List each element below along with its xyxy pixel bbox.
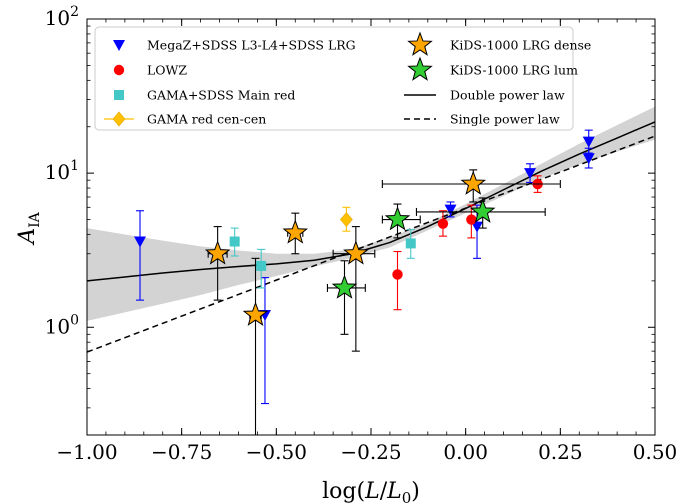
- kids-1000-lrg-dense-point: [460, 170, 487, 195]
- legend-label: Double power law: [450, 88, 565, 103]
- legend-item-single-power-law: Single power law: [404, 112, 560, 127]
- legend-label: KiDS-1000 LRG dense: [450, 38, 591, 53]
- x-tick-label: −0.50: [246, 440, 307, 464]
- legend-label: GAMA red cen-cen: [147, 112, 266, 127]
- x-axis-label: log(L/L0): [322, 479, 420, 504]
- x-tick-label: 0.50: [633, 440, 678, 464]
- series-gama-red-cen-cen: [339, 206, 353, 232]
- legend-item-megaz-sdss-l3-l4-sdss-lrg: MegaZ+SDSS L3-L4+SDSS LRG: [113, 38, 356, 53]
- megaz-sdss-l3-l4-sdss-lrg-point: [524, 168, 537, 180]
- x-tick-label: 0.00: [443, 440, 488, 464]
- legend-item-gama-sdss-main-red: GAMA+SDSS Main red: [114, 88, 295, 103]
- legend-swatch: [112, 111, 126, 127]
- y-tick-label: 100: [45, 312, 79, 338]
- gama-sdss-main-red-point: [256, 260, 267, 271]
- legend-item-gama-red-cen-cen: GAMA red cen-cen: [104, 112, 266, 127]
- kids-1000-lrg-dense-point: [282, 219, 309, 244]
- legend: MegaZ+SDSS L3-L4+SDSS LRG LOWZ GAMA+SDSS M…: [94, 26, 591, 131]
- legend-swatch: [113, 40, 125, 51]
- kids-1000-lrg-dense-point: [343, 240, 369, 265]
- gama-red-cen-cen-point: [339, 212, 353, 227]
- x-tick-label: −0.25: [340, 440, 401, 464]
- megaz-sdss-l3-l4-sdss-lrg-point: [134, 236, 147, 248]
- legend-label: MegaZ+SDSS L3-L4+SDSS LRG: [147, 38, 356, 53]
- legend-item-double-power-law: Double power law: [404, 88, 565, 103]
- kids-1000-lrg-lum-point: [469, 198, 496, 223]
- legend-swatch: [114, 90, 124, 100]
- megaz-sdss-l3-l4-sdss-lrg-point: [471, 221, 484, 233]
- double-power-law-line: [87, 121, 655, 282]
- x-tick-label: −1.00: [56, 440, 117, 464]
- legend-item-kids-1000-lrg-dense: KiDS-1000 LRG dense: [407, 31, 591, 56]
- y-tick-label: 101: [45, 158, 79, 184]
- legend-label: GAMA+SDSS Main red: [147, 88, 295, 103]
- legend-item-lowz: LOWZ: [113, 63, 187, 78]
- lowz-point: [392, 269, 403, 280]
- single-power-law-line: [87, 135, 655, 353]
- plot-area: [87, 106, 655, 435]
- series-lowz: [392, 175, 543, 311]
- gama-sdss-main-red-point: [229, 236, 240, 247]
- legend-item-kids-1000-lrg-lum: KiDS-1000 LRG lum: [407, 56, 578, 81]
- legend-swatch: [407, 31, 433, 56]
- x-tick-label: 0.25: [538, 440, 583, 464]
- megaz-sdss-l3-l4-sdss-lrg-point: [444, 204, 457, 216]
- kids-1000-lrg-dense-point: [204, 240, 231, 265]
- series-kids-1000-lrg-dense: [204, 169, 561, 435]
- gama-sdss-main-red-point: [405, 238, 416, 249]
- kids-1000-lrg-lum-point: [331, 274, 358, 299]
- lowz-point: [437, 218, 449, 229]
- y-axis-label: AIA: [15, 211, 43, 245]
- legend-label: KiDS-1000 LRG lum: [450, 63, 578, 78]
- kids-1000-lrg-dense-point: [242, 301, 269, 326]
- x-tick-label: −0.75: [151, 440, 212, 464]
- legend-label: Single power law: [450, 112, 560, 127]
- legend-swatch: [407, 56, 433, 81]
- y-tick-label: 102: [45, 4, 79, 30]
- megaz-sdss-l3-l4-sdss-lrg-point: [582, 153, 595, 165]
- kids-1000-lrg-lum-point: [384, 206, 411, 231]
- lowz-point: [466, 214, 477, 225]
- series-kids-1000-lrg-lum: [326, 197, 546, 335]
- megaz-sdss-l3-l4-sdss-lrg-point: [582, 136, 595, 148]
- axis-ticks: −1.00 −0.75 −0.50 −0.25 0.00 0.25 0.50 100 101 10…: [45, 4, 678, 464]
- legend-box: [94, 26, 574, 131]
- legend-label: LOWZ: [147, 63, 187, 78]
- legend-swatch: [113, 64, 125, 76]
- series-gama-sdss-main-red: [229, 227, 416, 289]
